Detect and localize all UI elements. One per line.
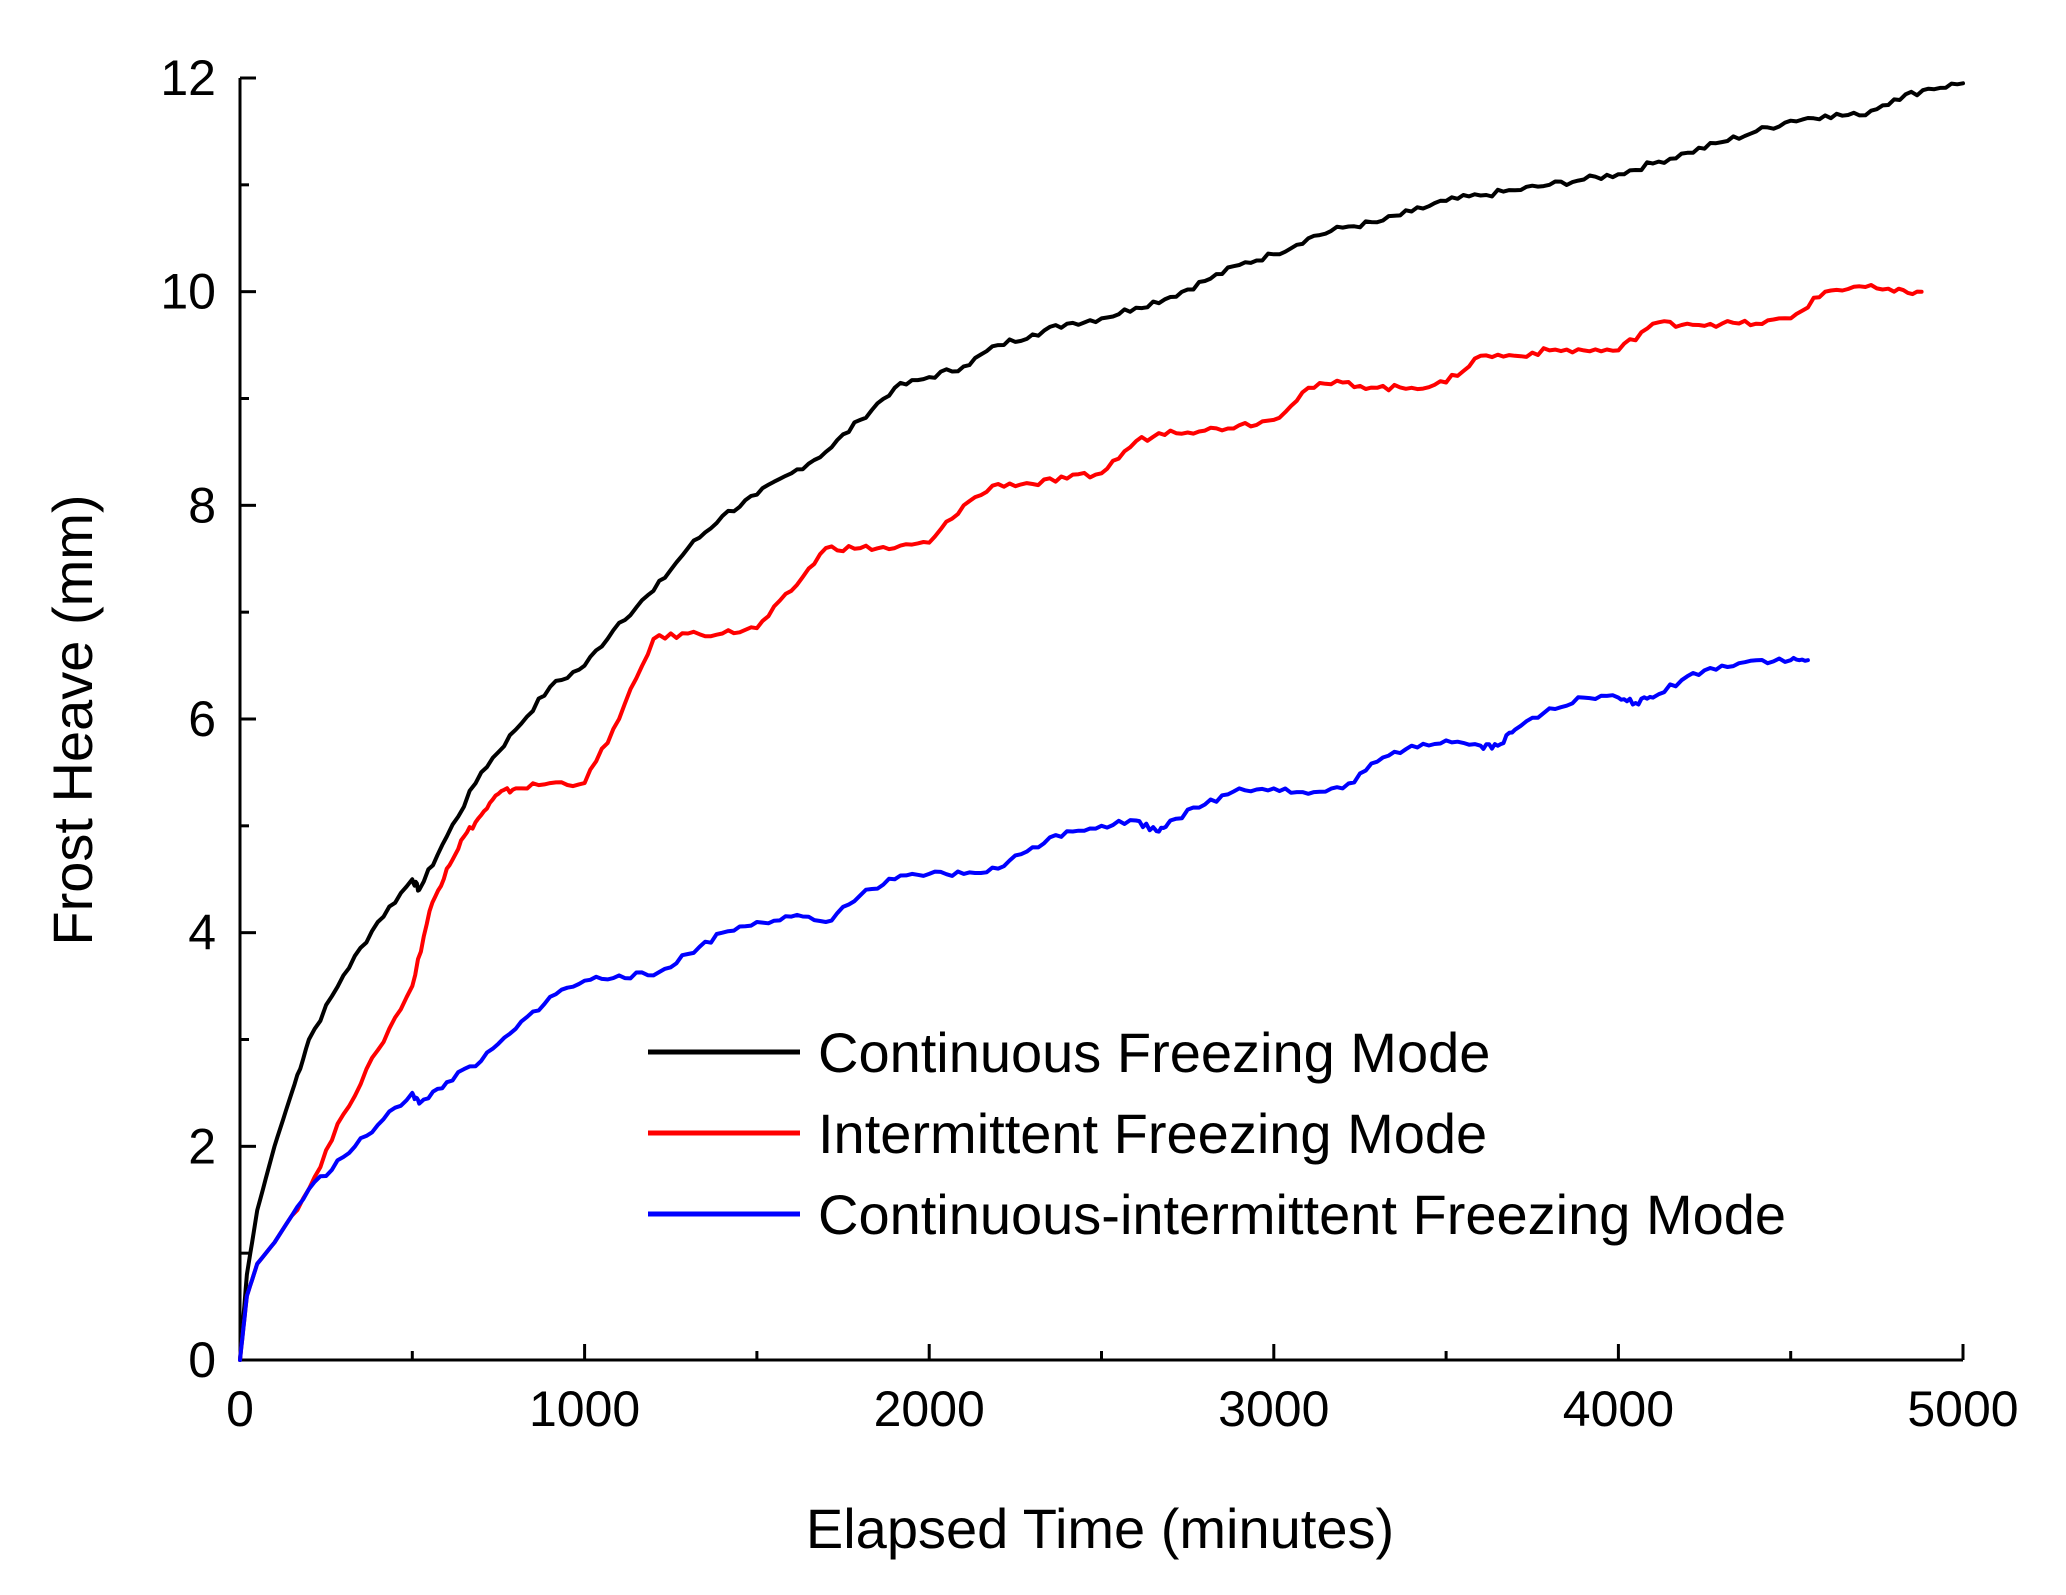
y-tick-label: 2 [188, 1118, 216, 1174]
axes [238, 78, 1963, 1362]
series-line-2 [238, 283, 1924, 1362]
x-tick-label: 0 [226, 1381, 254, 1437]
x-tick-label: 2000 [874, 1381, 985, 1437]
legend-label-2: Intermittent Freezing Mode [818, 1102, 1487, 1165]
series-line-3 [238, 655, 1810, 1362]
legend-label-1: Continuous Freezing Mode [818, 1021, 1490, 1084]
legend-label-3: Continuous-intermittent Freezing Mode [818, 1183, 1786, 1246]
y-tick-label: 4 [188, 905, 216, 961]
x-tick-label: 4000 [1563, 1381, 1674, 1437]
series-lines [238, 81, 1965, 1362]
x-tick-label: 5000 [1907, 1381, 2018, 1437]
y-tick-label: 12 [160, 50, 216, 106]
x-tick-label: 3000 [1218, 1381, 1329, 1437]
y-tick-label: 0 [188, 1332, 216, 1388]
series-line-1 [238, 81, 1965, 1362]
y-tick-label: 10 [160, 264, 216, 320]
x-ticks: 0 1000 2000 3000 4000 5000 [226, 1344, 2019, 1437]
x-tick-label: 1000 [529, 1381, 640, 1437]
y-ticks: 0 2 4 6 8 10 12 [160, 50, 256, 1388]
x-axis-title: Elapsed Time (minutes) [806, 1497, 1394, 1560]
y-axis-title: Frost Heave (mm) [41, 494, 104, 945]
legend: Continuous Freezing Mode Intermittent Fre… [648, 1021, 1786, 1246]
y-tick-label: 6 [188, 691, 216, 747]
y-tick-label: 8 [188, 477, 216, 533]
